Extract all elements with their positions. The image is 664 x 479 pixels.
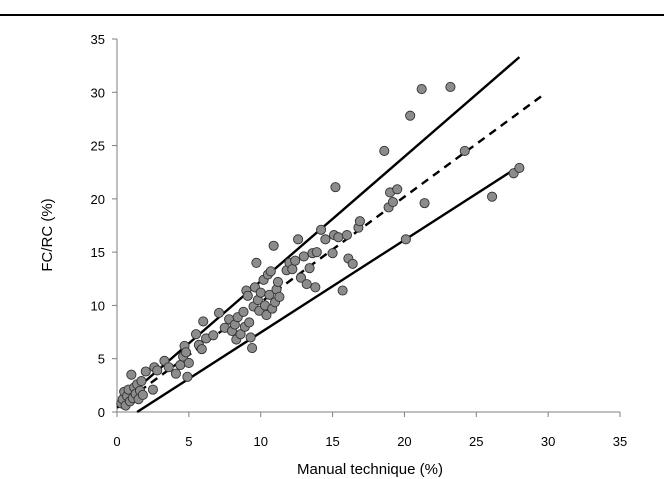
data-point [337,285,348,296]
data-point [379,145,390,156]
top-border-rule [0,14,664,16]
y-axis: 0 5 10 15 20 25 30 35 [91,32,118,420]
data-point [459,145,470,156]
data-point [268,240,279,251]
data-point [147,384,158,395]
y-tick-label: 30 [91,85,105,100]
data-point [298,251,309,262]
data-point [235,329,246,340]
data-point [238,306,249,317]
data-point [137,389,148,400]
data-point [190,329,202,340]
x-tick-label: 20 [397,434,411,449]
data-point [140,366,151,377]
data-point [290,255,301,266]
data-point [182,371,193,382]
data-point [163,362,174,373]
x-axis: 0 5 10 15 20 25 30 35 [113,411,627,449]
x-tick-label: 30 [541,434,555,449]
data-point [392,184,403,195]
data-point [327,248,338,259]
data-point [213,307,225,318]
y-tick-label: 20 [91,192,105,207]
limit-line-solid [136,166,518,414]
data-point [293,234,304,245]
data-point [400,234,411,245]
x-tick-label: 0 [113,434,120,449]
data-point [196,344,207,355]
data-point [330,182,341,193]
data-point [272,276,284,288]
data-point [514,162,525,174]
data-point [310,282,321,293]
x-axis-title: Manual technique (%) [297,461,443,478]
data-point [287,264,298,275]
data-point [347,258,358,269]
y-tick-label: 25 [91,139,105,154]
data-point [247,343,258,354]
data-point [264,289,275,300]
data-point [265,266,276,277]
data-point [419,198,430,209]
data-point [183,357,194,369]
data-point [152,365,163,376]
y-axis-title: FC/RC (%) [39,198,56,271]
x-tick-label: 5 [185,434,192,449]
data-point [255,287,266,298]
data-point [261,309,272,321]
data-point [251,257,262,268]
data-point [274,291,285,302]
data-point [244,317,255,328]
data-point [416,84,427,95]
y-tick-label: 0 [98,405,105,420]
x-tick-label: 10 [253,434,267,449]
data-point [126,369,137,380]
data-point [341,230,352,241]
data-point [295,272,307,283]
data-point [170,368,181,379]
data-points [116,81,525,411]
data-point [245,332,256,343]
data-point [354,216,365,227]
data-point [208,330,219,341]
data-point [311,247,322,258]
data-point [136,376,147,387]
data-point [387,197,398,208]
data-point [175,360,186,371]
x-tick-label: 25 [469,434,483,449]
data-point [487,191,498,202]
data-point [304,263,315,274]
data-point [180,347,192,358]
y-tick-label: 5 [98,352,105,367]
data-point [301,279,312,290]
data-point [405,110,416,121]
x-tick-label: 15 [325,434,339,449]
data-point [198,316,209,327]
x-tick-label: 35 [613,434,627,449]
y-tick-label: 15 [91,245,105,260]
y-tick-label: 10 [91,298,105,313]
data-point [320,234,331,245]
y-tick-label: 35 [91,32,105,47]
data-point [333,232,344,243]
data-point [445,81,456,93]
data-point [316,224,327,235]
data-point [242,290,253,301]
